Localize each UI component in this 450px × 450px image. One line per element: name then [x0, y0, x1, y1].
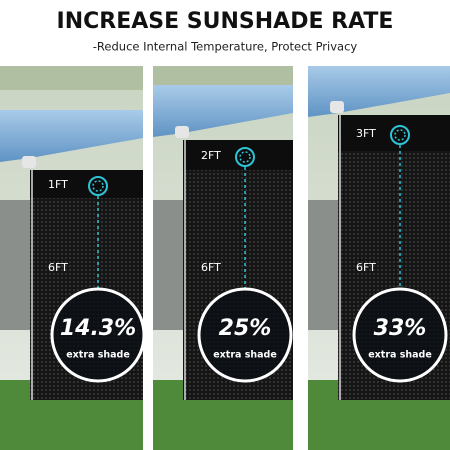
subtitle: -Reduce Internal Temperature, Protect Pr…: [93, 40, 358, 54]
small-circle: [390, 125, 410, 145]
awning-rail: [22, 156, 36, 168]
caption: extra shade: [213, 350, 277, 361]
panel-scene: 1FT 6FT 14.3% extra shade: [0, 66, 143, 450]
top-label: 2FT: [201, 149, 221, 162]
side-label: 6FT: [201, 261, 221, 274]
panel: 3FT 6FT 33% extra shade: [308, 66, 450, 450]
small-circle-dot: [92, 180, 104, 192]
panel-scene: 2FT 6FT 25% extra shade: [153, 66, 293, 450]
small-circle: [235, 147, 255, 167]
rate-circle: [352, 287, 448, 383]
screen-band: [183, 140, 293, 170]
awning: [153, 85, 293, 137]
panel: 2FT 6FT 25% extra shade: [153, 66, 293, 450]
awning-rail: [330, 101, 344, 113]
rate-circle: [50, 287, 143, 383]
rate-circle: [197, 287, 293, 383]
panel: 1FT 6FT 14.3% extra shade: [0, 66, 143, 450]
small-circle: [88, 176, 108, 196]
screen-band: [338, 115, 450, 151]
trees: [0, 66, 143, 90]
caption: extra shade: [368, 350, 432, 361]
caption: extra shade: [66, 350, 130, 361]
title: INCREASE SUNSHADE RATE: [57, 9, 394, 34]
small-circle-dot: [394, 129, 406, 141]
rate: 25%: [219, 316, 272, 341]
panels: 1FT 6FT 14.3% extra shade 2FT 6FT 25% extra sha…: [0, 66, 450, 450]
top-label: 1FT: [48, 178, 68, 191]
awning: [0, 110, 143, 162]
side-label: 6FT: [356, 261, 376, 274]
rate: 14.3%: [60, 316, 136, 341]
rate: 33%: [374, 316, 427, 341]
small-circle-dot: [239, 151, 251, 163]
top-label: 3FT: [356, 127, 376, 140]
awning-rail: [175, 126, 189, 138]
side-label: 6FT: [48, 261, 68, 274]
screen-band: [30, 170, 143, 198]
panel-scene: 3FT 6FT 33% extra shade: [308, 66, 450, 450]
